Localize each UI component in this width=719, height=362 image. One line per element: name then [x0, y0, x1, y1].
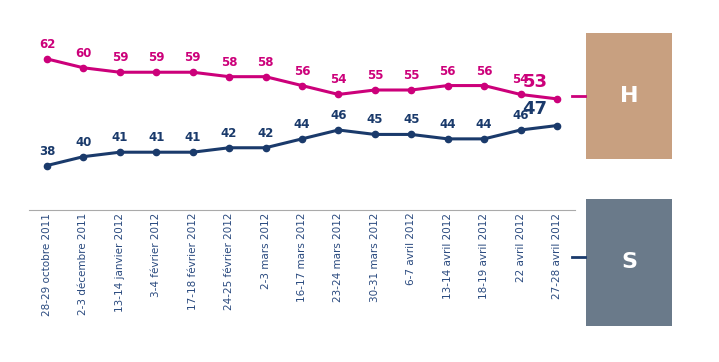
Text: 56: 56 — [476, 64, 493, 77]
Text: 41: 41 — [148, 131, 165, 144]
Text: 46: 46 — [513, 109, 528, 122]
Text: 42: 42 — [221, 127, 237, 140]
Text: 58: 58 — [257, 56, 274, 69]
Text: 45: 45 — [403, 113, 419, 126]
Text: 44: 44 — [439, 118, 456, 131]
Text: 40: 40 — [75, 136, 91, 149]
Text: 41: 41 — [111, 131, 128, 144]
Text: H: H — [620, 86, 638, 106]
Text: 56: 56 — [294, 64, 310, 77]
Text: 60: 60 — [75, 47, 91, 60]
Text: 47: 47 — [523, 100, 548, 118]
Text: 42: 42 — [257, 127, 274, 140]
Text: 59: 59 — [185, 51, 201, 64]
Text: 41: 41 — [185, 131, 201, 144]
Text: 44: 44 — [476, 118, 493, 131]
Text: 62: 62 — [39, 38, 55, 51]
Text: 56: 56 — [439, 64, 456, 77]
Text: 45: 45 — [367, 113, 383, 126]
Text: 59: 59 — [111, 51, 128, 64]
Text: 53: 53 — [523, 73, 548, 91]
Text: 44: 44 — [294, 118, 310, 131]
Text: S: S — [621, 252, 637, 273]
Text: 55: 55 — [403, 69, 419, 82]
Text: 55: 55 — [367, 69, 383, 82]
Text: 58: 58 — [221, 56, 237, 69]
Text: 46: 46 — [330, 109, 347, 122]
Text: 38: 38 — [39, 144, 55, 157]
Text: 59: 59 — [148, 51, 165, 64]
Text: 54: 54 — [513, 73, 528, 87]
Text: 54: 54 — [330, 73, 347, 87]
